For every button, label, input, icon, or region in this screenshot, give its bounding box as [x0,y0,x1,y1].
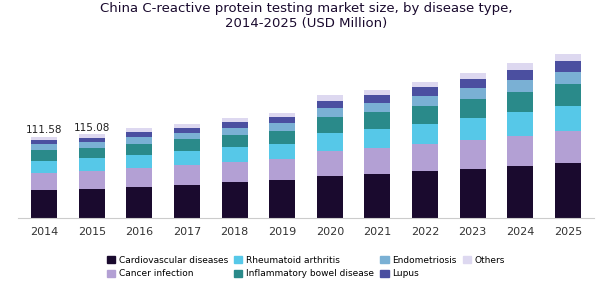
Bar [221,118,248,122]
Bar [412,82,438,87]
Bar [317,101,343,108]
Bar [269,159,295,180]
Bar [412,87,438,96]
Bar [364,95,391,103]
Bar [317,95,343,101]
Bar [31,137,57,140]
Bar [364,103,391,112]
Bar [507,80,533,92]
Bar [317,151,343,176]
Bar [126,128,152,132]
Bar [79,148,105,158]
Text: 115.08: 115.08 [74,123,110,133]
Bar [555,72,581,84]
Bar [412,96,438,106]
Bar [460,118,486,140]
Bar [460,73,486,78]
Bar [507,112,533,136]
Bar [174,139,200,151]
Bar [412,171,438,218]
Bar [79,138,105,142]
Bar [79,189,105,218]
Bar [126,155,152,168]
Bar [412,124,438,145]
Bar [555,131,581,163]
Text: 111.58: 111.58 [26,125,62,135]
Bar [221,162,248,182]
Bar [79,158,105,171]
Bar [174,185,200,218]
Bar [507,70,533,80]
Title: China C-reactive protein testing market size, by disease type,
2014-2025 (USD Mi: China C-reactive protein testing market … [100,2,512,30]
Bar [221,147,248,162]
Bar [555,106,581,131]
Bar [174,151,200,165]
Bar [269,180,295,218]
Bar [79,171,105,189]
Bar [364,148,391,174]
Bar [317,176,343,218]
Bar [126,137,152,144]
Bar [364,174,391,218]
Bar [126,132,152,137]
Bar [174,133,200,139]
Bar [269,130,295,144]
Bar [460,168,486,218]
Bar [31,150,57,160]
Bar [31,191,57,218]
Bar [317,108,343,117]
Bar [269,123,295,130]
Bar [79,142,105,148]
Bar [126,168,152,187]
Bar [412,145,438,171]
Bar [507,63,533,70]
Bar [555,54,581,61]
Bar [31,173,57,191]
Bar [460,88,486,99]
Bar [460,99,486,118]
Bar [269,144,295,159]
Bar [79,134,105,138]
Bar [555,84,581,106]
Legend: Cardiovascular diseases, Cancer infection, Rheumatoid arthritis, Inflammatory bo: Cardiovascular diseases, Cancer infectio… [107,256,505,278]
Bar [364,112,391,129]
Bar [174,165,200,185]
Bar [555,163,581,218]
Bar [126,187,152,218]
Bar [269,117,295,123]
Bar [31,140,57,145]
Bar [174,124,200,127]
Bar [317,117,343,133]
Bar [555,61,581,72]
Bar [31,145,57,150]
Bar [364,129,391,148]
Bar [269,113,295,117]
Bar [221,135,248,147]
Bar [221,182,248,218]
Bar [507,165,533,218]
Bar [507,136,533,165]
Bar [221,127,248,135]
Bar [174,127,200,133]
Bar [507,92,533,112]
Bar [460,140,486,168]
Bar [317,133,343,151]
Bar [364,90,391,95]
Bar [460,78,486,88]
Bar [126,144,152,155]
Bar [221,122,248,127]
Bar [412,106,438,124]
Bar [31,160,57,173]
